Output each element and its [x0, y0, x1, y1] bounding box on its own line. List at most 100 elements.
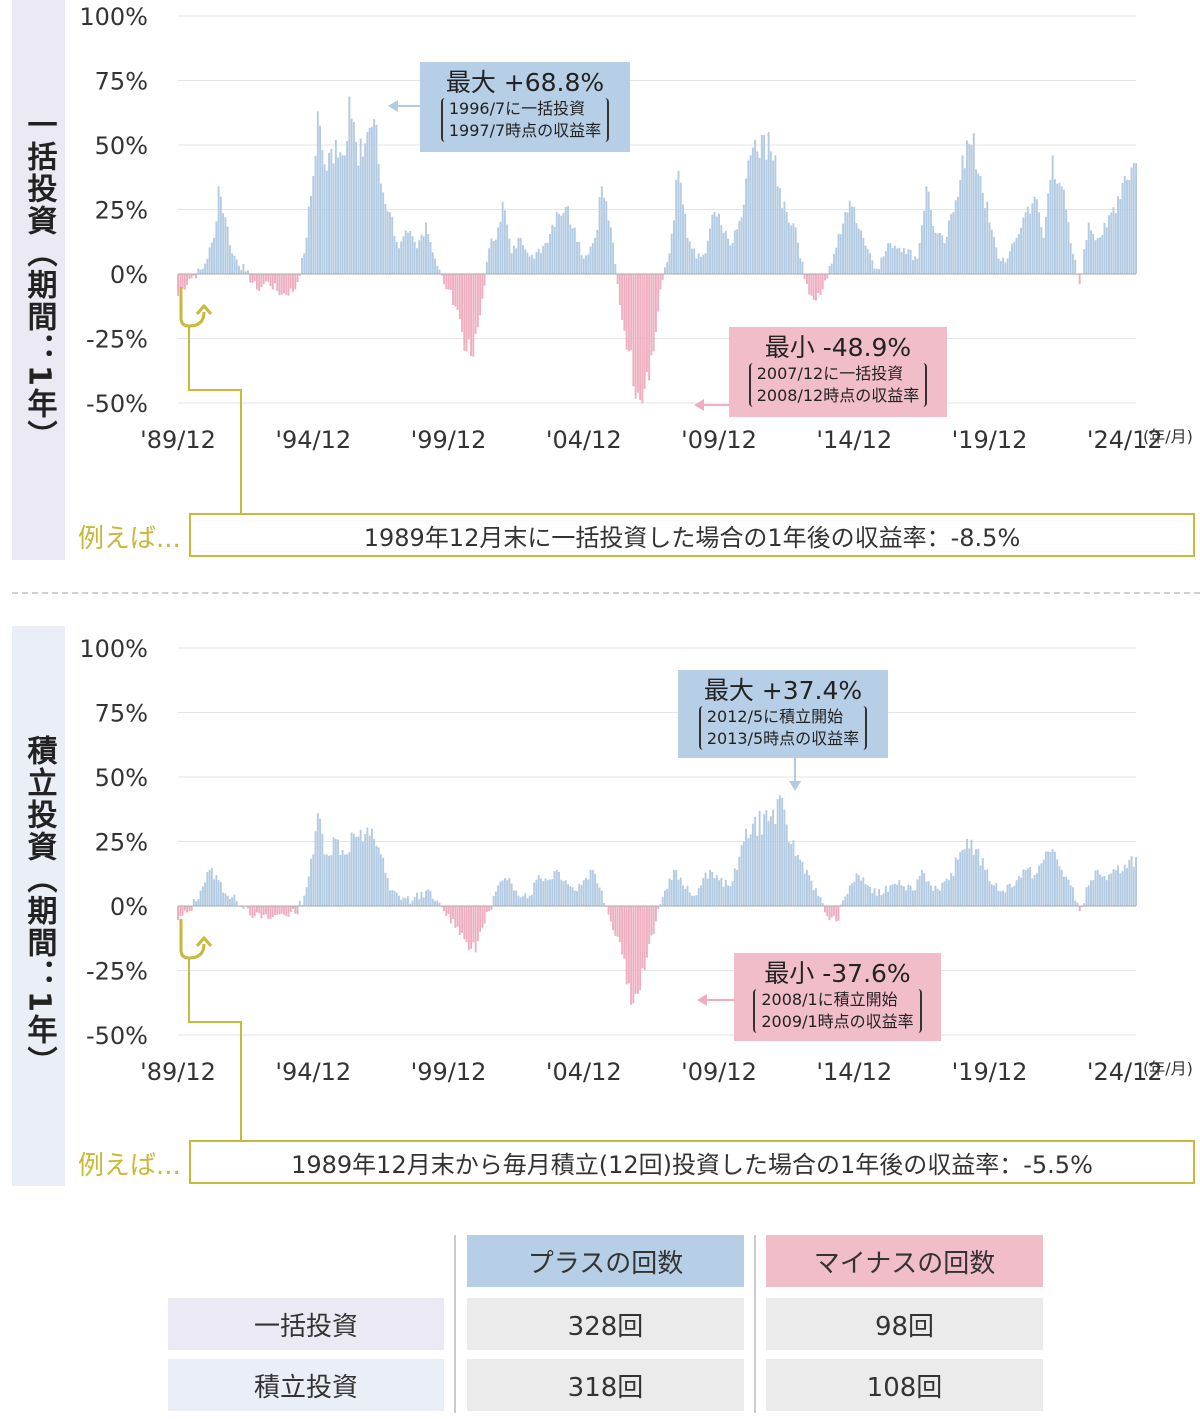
x-tick-label: '04/12: [546, 426, 622, 454]
bar: [1049, 179, 1052, 274]
bar: [398, 895, 400, 906]
bar: [839, 904, 842, 906]
bar: [186, 906, 189, 913]
bar: [262, 906, 265, 916]
bar: [434, 258, 436, 274]
bar: [215, 875, 218, 906]
bar: [321, 150, 324, 274]
bar: [767, 821, 770, 906]
bar: [305, 887, 308, 906]
y-tick-label: 75%: [95, 68, 148, 96]
bar: [481, 906, 484, 928]
bar: [866, 249, 869, 274]
x-tick-label: '99/12: [411, 1058, 487, 1086]
bar: [467, 906, 470, 951]
bar: [675, 179, 678, 274]
bar: [733, 868, 736, 906]
bar: [758, 810, 761, 906]
max-callout-title: 最大 +68.8%: [445, 68, 605, 97]
bar: [799, 258, 802, 274]
bar: [177, 906, 179, 921]
table-divider-2: [754, 1235, 756, 1413]
bar: [201, 886, 204, 906]
bar: [357, 836, 360, 906]
bar: [553, 871, 556, 906]
bar: [447, 274, 450, 290]
bar: [675, 869, 678, 906]
bar: [959, 852, 962, 906]
example-label-accumulation: 例えば...: [78, 1151, 181, 1181]
bar: [869, 886, 872, 906]
bar: [589, 869, 592, 906]
bar: [337, 157, 340, 274]
bar: [269, 274, 272, 287]
bar: [285, 274, 288, 295]
bar: [524, 893, 527, 906]
bar: [316, 111, 319, 275]
bar: [747, 838, 750, 906]
table-header-minus: マイナスの回数: [766, 1235, 1043, 1287]
bar: [889, 243, 892, 274]
bar: [754, 816, 757, 906]
bar: [1094, 240, 1097, 274]
bar: [576, 242, 578, 274]
bar: [805, 274, 808, 285]
bar: [722, 232, 725, 274]
bar: [1062, 189, 1065, 274]
example-label-lump-sum: 例えば...: [78, 524, 181, 554]
bar: [530, 894, 533, 906]
bar: [296, 274, 299, 282]
bar: [208, 247, 211, 274]
bar: [246, 270, 249, 274]
bar: [873, 888, 876, 906]
table-cell-plus: 318回: [467, 1359, 744, 1411]
bar: [278, 906, 281, 915]
bar: [702, 878, 705, 906]
bar: [521, 245, 524, 274]
bar: [618, 274, 621, 305]
bar: [1051, 155, 1054, 274]
bar: [242, 906, 245, 909]
bar: [530, 254, 533, 274]
bar: [404, 230, 407, 274]
bar: [821, 903, 824, 906]
min-callout-accumulation: 最小 -37.6% 2008/1に積立開始 2009/1時点の収益率: [734, 953, 941, 1041]
bar: [815, 274, 817, 301]
bar: [240, 270, 243, 274]
bar: [1132, 163, 1135, 274]
bar: [715, 875, 718, 906]
x-unit-label: (年/月): [1143, 1059, 1193, 1078]
bar: [824, 274, 826, 281]
bar: [503, 878, 506, 906]
side-label-accumulation: 積立投資（期間：1年）: [21, 734, 57, 1078]
bar: [427, 889, 430, 906]
bar: [188, 274, 191, 280]
bar: [1108, 215, 1110, 274]
bar: [1130, 856, 1133, 906]
bar: [1130, 167, 1133, 274]
bar: [999, 260, 1002, 274]
bar: [517, 238, 520, 274]
bar: [204, 882, 207, 906]
bar: [990, 884, 993, 906]
max-callout-line2: 2013/5時点の収益率: [706, 729, 860, 748]
bar: [808, 274, 811, 295]
bar: [260, 274, 263, 288]
bar: [398, 248, 400, 274]
bar: [1114, 213, 1117, 274]
bar: [377, 847, 380, 906]
max-callout-line2: 1997/7時点の収益率: [448, 121, 602, 140]
bar: [1049, 852, 1052, 906]
bar: [1047, 193, 1050, 274]
bar: [616, 274, 619, 285]
bar: [1126, 868, 1128, 906]
bar: [456, 274, 459, 311]
bar: [853, 206, 856, 274]
bar: [472, 274, 475, 357]
bar: [393, 235, 396, 274]
bar: [549, 879, 551, 906]
bar: [431, 252, 434, 274]
bar: [805, 869, 808, 906]
bar: [564, 880, 567, 906]
bar: [932, 226, 935, 274]
